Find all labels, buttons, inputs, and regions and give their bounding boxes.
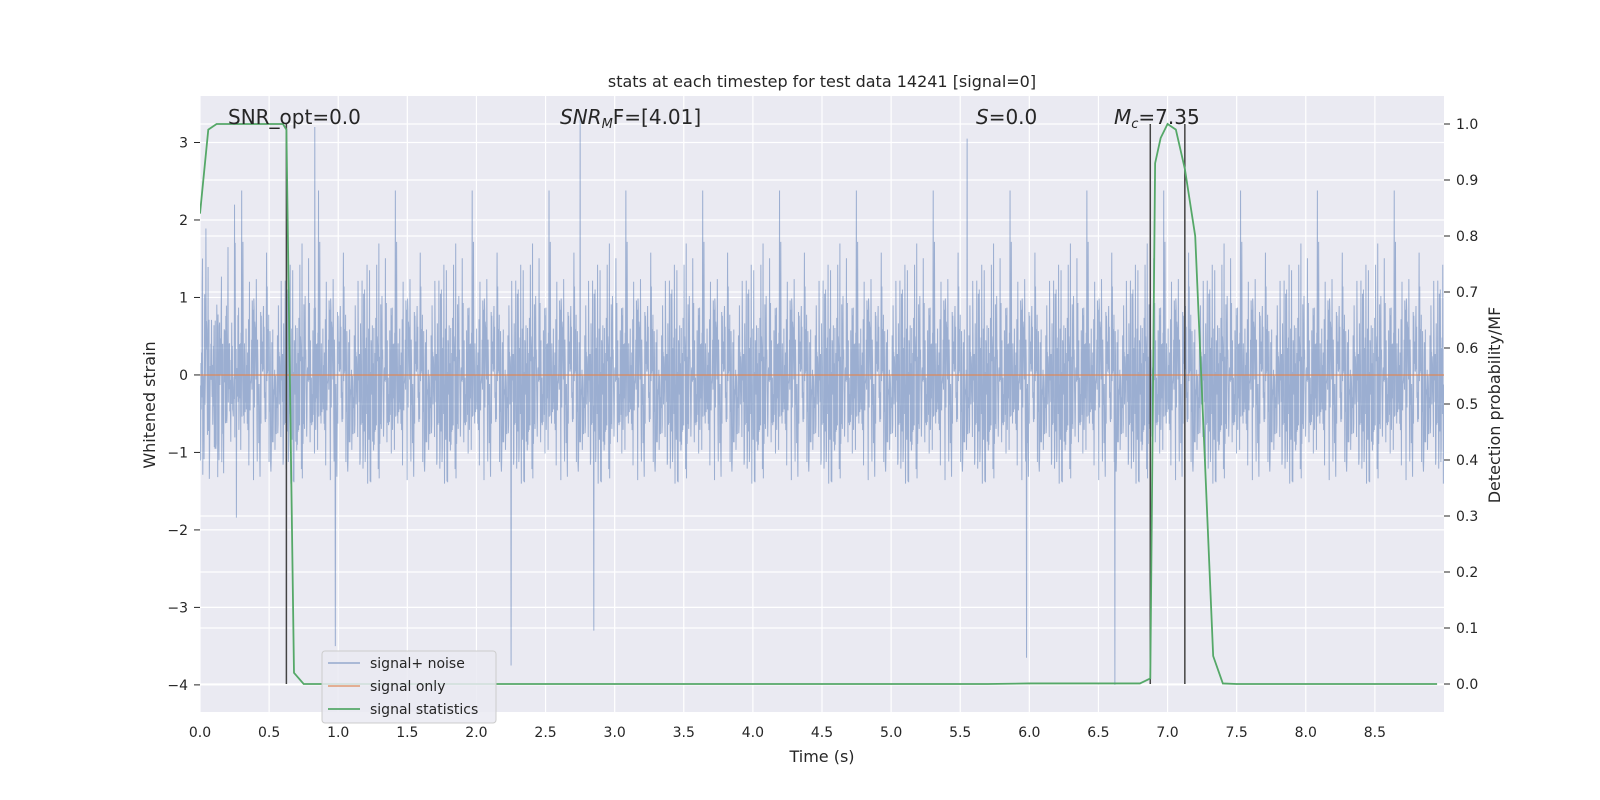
x-tick-label: 5.0 — [880, 725, 902, 741]
x-tick-label: 2.0 — [465, 725, 487, 741]
y2-tick-label: 0.3 — [1456, 509, 1478, 525]
annotation-snr-mf: SNRMF=[4.01] — [560, 105, 701, 132]
legend-box — [321, 650, 497, 724]
x-axis-label: Time (s) — [788, 747, 854, 766]
annotation-s-var: S — [976, 105, 989, 129]
legend-label-statistics: signal statistics — [370, 702, 478, 718]
annotation-mc-sub: c — [1131, 117, 1138, 132]
y-tick-label: 1 — [179, 290, 188, 306]
y-tick-label: 2 — [179, 213, 188, 229]
series-signal-statistics-line — [200, 122, 1438, 685]
x-tick-label: 8.5 — [1364, 725, 1386, 741]
x-tick-label: 1.5 — [396, 725, 418, 741]
x-tick-label: 5.5 — [949, 725, 971, 741]
y2-tick-label: 0.0 — [1456, 677, 1478, 693]
annotation-mc: Mc=7.35 — [1114, 105, 1200, 132]
x-ticks: 0.0 0.5 1.0 1.5 2.0 2.5 3.0 3.5 4.0 4.5 5.0 5.5 6.0 6… — [189, 725, 1386, 741]
y-tick-label: 0 — [179, 368, 188, 384]
x-tick-label: 0.0 — [189, 725, 211, 741]
y-tick-label: −2 — [167, 523, 188, 539]
x-tick-label: 0.5 — [258, 725, 280, 741]
x-tick-label: 6.0 — [1018, 725, 1040, 741]
series-signal-noise-line — [200, 119, 1444, 685]
legend-label-noise: signal+ noise — [370, 656, 465, 672]
annotation-snr-mf-base: SNR — [560, 105, 602, 129]
x-tick-label: 8.0 — [1295, 725, 1317, 741]
y-tick-label: −1 — [167, 445, 188, 461]
annotation-snr-opt: SNR_opt=0.0 — [228, 105, 361, 129]
y2-tick-label: 0.2 — [1456, 565, 1478, 581]
annotation-snr-mf-rest: F=[4.01] — [613, 105, 701, 129]
legend-label-signal: signal only — [370, 679, 445, 695]
chart-title: stats at each timestep for test data 142… — [608, 72, 1036, 91]
y2-tick-label: 0.7 — [1456, 285, 1478, 301]
x-tick-label: 7.5 — [1226, 725, 1248, 741]
y2-tick-label: 0.5 — [1456, 397, 1478, 413]
annotation-s: S=0.0 — [976, 105, 1037, 129]
y2-tick-label: 0.1 — [1456, 621, 1478, 637]
annotation-snr-mf-sub: M — [602, 117, 613, 132]
x-tick-label: 7.0 — [1156, 725, 1178, 741]
y2-tick-label: 0.4 — [1456, 453, 1478, 469]
y-tick-label: 3 — [179, 135, 188, 151]
legend: signal+ noise signal only signal statist… — [321, 650, 497, 724]
y2-tick-label: 1.0 — [1456, 117, 1478, 133]
y2-tick-label: 0.9 — [1456, 173, 1478, 189]
x-tick-label: 4.5 — [811, 725, 833, 741]
x-tick-label: 3.0 — [604, 725, 626, 741]
x-tick-label: 4.0 — [742, 725, 764, 741]
y2-tick-label: 0.6 — [1456, 341, 1478, 357]
x-tick-label: 1.0 — [327, 725, 349, 741]
x-tick-label: 2.5 — [534, 725, 556, 741]
y2-ticks: 1.0 0.9 0.8 0.7 0.6 0.5 0.4 0.3 0.2 0.1 0.0 — [1444, 117, 1478, 693]
y-tick-label: −4 — [167, 678, 188, 694]
x-tick-label: 6.5 — [1087, 725, 1109, 741]
y-tick-label: −3 — [167, 600, 188, 616]
annotation-mc-rest: =7.35 — [1138, 105, 1199, 129]
annotation-s-rest: =0.0 — [989, 105, 1038, 129]
x-tick-label: 3.5 — [673, 725, 695, 741]
y2-tick-label: 0.8 — [1456, 229, 1478, 245]
y-ticks: 3 2 1 0 −1 −2 −3 −4 — [167, 135, 200, 694]
y2-axis-label: Detection probability/MF — [1485, 307, 1504, 504]
annotation-mc-var: M — [1114, 105, 1131, 129]
y-axis-label: Whitened strain — [140, 341, 159, 468]
series-layer — [200, 119, 1444, 685]
